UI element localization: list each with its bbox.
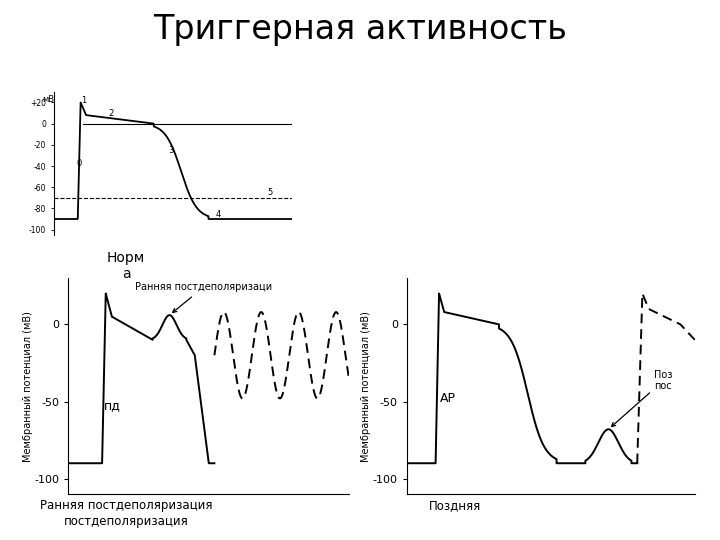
Text: 1: 1 (81, 97, 86, 105)
Text: Ранняя постдеполяризация
постдеполяризация: Ранняя постдеполяризация постдеполяризац… (40, 500, 212, 528)
Text: 0: 0 (76, 159, 82, 168)
Text: Ранняя постдеполяризаци: Ранняя постдеполяризаци (135, 282, 271, 313)
Text: мВ: мВ (42, 95, 54, 104)
Text: 2: 2 (109, 109, 114, 118)
Text: 5: 5 (268, 187, 273, 197)
Text: Поздняя: Поздняя (428, 500, 481, 512)
Y-axis label: Мембранный потенциал (мВ): Мембранный потенциал (мВ) (361, 310, 372, 462)
Text: 4: 4 (215, 210, 221, 219)
Y-axis label: Мембранный потенциал (мВ): Мембранный потенциал (мВ) (23, 310, 33, 462)
Text: 3: 3 (168, 146, 174, 156)
Text: Триггерная активность: Триггерная активность (153, 14, 567, 46)
Text: Норм
а: Норм а (107, 251, 145, 281)
Text: Поз
пос: Поз пос (611, 369, 673, 427)
Text: АР: АР (440, 392, 456, 404)
Text: пд: пд (104, 399, 120, 412)
